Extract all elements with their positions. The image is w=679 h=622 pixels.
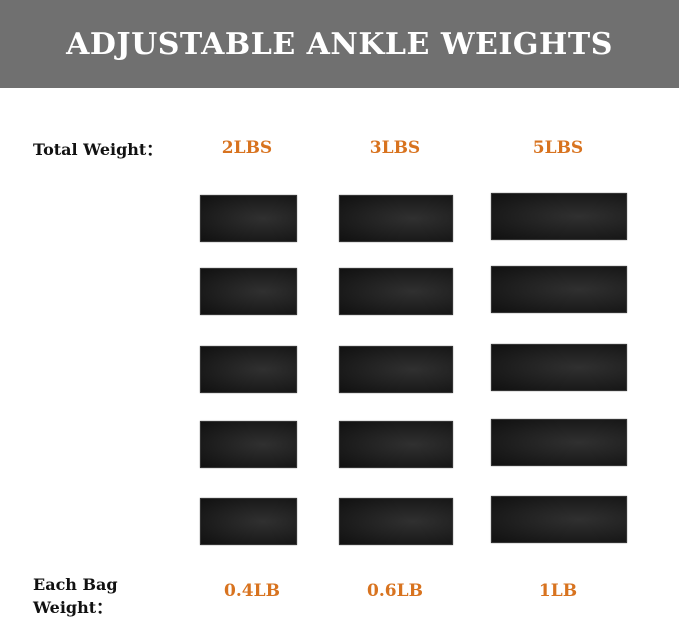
weight-bag [491,496,627,543]
each-bag-label-line2: Weight： [33,598,113,617]
weight-bag [200,268,297,315]
weight-bag [491,419,627,466]
total-weight-2lbs: 2LBS [221,138,273,158]
weight-bag [339,195,453,242]
each-bag-weight-col3: 1LB [538,581,578,601]
weight-bag [339,498,453,545]
weight-bag [491,344,627,391]
weight-bag [200,421,297,468]
total-weight-3lbs: 3LBS [369,138,421,158]
page-title: ADJUSTABLE ANKLE WEIGHTS [66,26,613,62]
total-weight-label: Total Weight： [33,140,163,159]
weight-bag [339,421,453,468]
weight-bag [491,266,627,313]
weight-bag [200,195,297,242]
total-weight-5lbs: 5LBS [532,138,584,158]
title-banner: ADJUSTABLE ANKLE WEIGHTS [0,0,679,88]
weight-bag [339,268,453,315]
weight-bag [200,346,297,393]
each-bag-label-line1: Each Bag [33,575,118,594]
weight-bag [491,193,627,240]
each-bag-weight-col2: 0.6LB [367,581,423,601]
weight-bag [200,498,297,545]
each-bag-weight-col1: 0.4LB [224,581,280,601]
weight-bag [339,346,453,393]
